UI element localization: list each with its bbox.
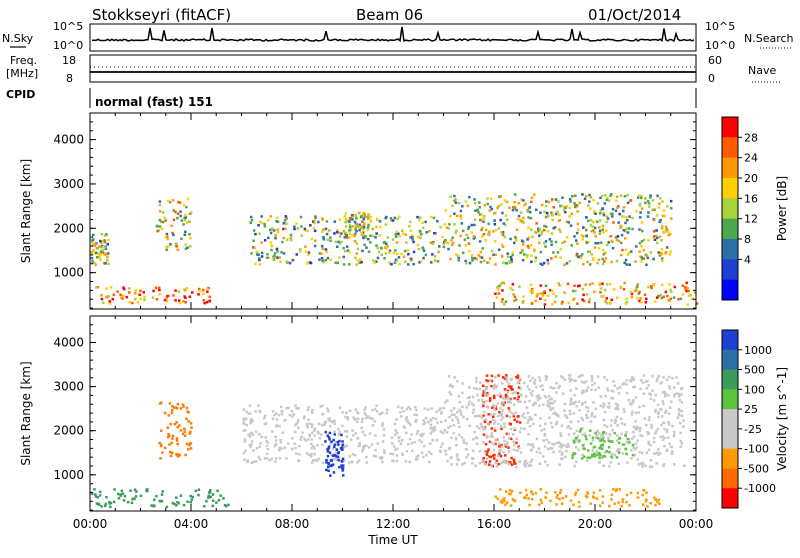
- colorbar-label: Power [dB]: [775, 176, 789, 241]
- colorbar-swatch: [722, 349, 738, 371]
- colorbar-tick-label: -500: [744, 462, 769, 475]
- colorbar-tick-label: 500: [744, 364, 765, 377]
- colorbar-tick-label: 20: [744, 172, 758, 185]
- colorbar-swatch: [722, 389, 738, 410]
- colorbar-tick-label: -1000: [744, 482, 776, 495]
- colorbar-label: Velocity [m s^-1]: [775, 367, 789, 471]
- y-tick-label: 1000: [53, 266, 84, 280]
- colorbar-swatch: [722, 239, 738, 260]
- noise-right-bottom: 10^0: [705, 39, 735, 52]
- x-axis-label: Time UT: [367, 533, 418, 547]
- colorbar-swatch: [722, 428, 738, 450]
- y-tick-label: 2000: [53, 221, 84, 235]
- echo-region: [443, 374, 686, 469]
- noise-left-top: 10^5: [53, 20, 83, 33]
- cpid-label: CPID: [6, 88, 35, 101]
- y-tick-label: 1000: [53, 468, 84, 482]
- noise-right-top: 10^5: [705, 20, 735, 33]
- echo-region: [494, 488, 661, 508]
- echo-region: [571, 428, 635, 460]
- echo-region: [494, 281, 699, 306]
- colorbar-tick-label: 28: [744, 131, 758, 144]
- freq-left-bottom: 8: [66, 72, 73, 85]
- power-panel: 1000 2000 3000 4000 Slant Range [km] 28 24 20 16…: [19, 112, 789, 310]
- colorbar-swatch: [722, 409, 738, 430]
- nsky-label: N.Sky: [2, 32, 34, 45]
- beam-title: Beam 06: [356, 6, 423, 24]
- echo-region: [242, 404, 446, 464]
- echo-region: [158, 401, 193, 460]
- y-tick-label: 3000: [53, 380, 84, 394]
- y-axis-label: Slant Range [km]: [19, 159, 33, 263]
- colorbar-tick-label: 100: [744, 383, 765, 396]
- colorbar-tick-label: 4: [744, 253, 751, 266]
- mode-strip: normal (fast) 151: [89, 88, 697, 109]
- colorbar: 1000 500 100 25 -25 -100 -500 -1000 Velocity [m …: [721, 329, 789, 509]
- colorbar-swatch: [722, 279, 738, 301]
- y-tick-label: 2000: [53, 424, 84, 438]
- echo-region: [90, 233, 110, 267]
- echo-region: [249, 215, 446, 266]
- colorbar-tick-label: -100: [744, 443, 769, 456]
- colorbar-swatch: [722, 117, 738, 138]
- y-axis-label: Slant Range [km]: [19, 361, 33, 465]
- echo-region: [443, 193, 673, 267]
- echo-region: [155, 197, 193, 252]
- colorbar-swatch: [722, 259, 738, 281]
- x-tick-label: 00:00: [679, 517, 714, 531]
- colorbar-tick-label: 1000: [744, 344, 772, 357]
- freq-left-top: 18: [62, 54, 76, 67]
- velocity-panel: 1000 2000 3000 4000 00:00 04:00 08:00 12:00 16:0…: [19, 315, 789, 547]
- x-tick-label: 08:00: [275, 517, 310, 531]
- freq-right-top: 60: [708, 54, 722, 67]
- colorbar-tick-label: 24: [744, 152, 758, 165]
- x-tick-label: 00:00: [73, 517, 108, 531]
- colorbar: 28 24 20 16 12 8 4 Power [dB]: [721, 116, 789, 301]
- echo-region: [95, 286, 212, 305]
- colorbar-tick-label: 8: [744, 233, 751, 246]
- colorbar-swatch: [722, 198, 738, 220]
- colorbar-swatch: [722, 468, 738, 489]
- colorbar-swatch: [722, 157, 738, 179]
- colorbar-swatch: [722, 137, 738, 159]
- colorbar-swatch: [722, 448, 738, 469]
- colorbar-tick-label: -25: [744, 423, 762, 436]
- station-title: Stokkseyri (fitACF): [92, 6, 231, 24]
- freq-panel: Freq. [MHz] CPID 18 8 60 0 Nave: [6, 54, 780, 101]
- colorbar-tick-label: 25: [744, 403, 758, 416]
- x-tick-label: 20:00: [578, 517, 613, 531]
- noise-panel: N.Sky 10^5 10^0 10^5 10^0 N.Search: [2, 20, 794, 52]
- colorbar-swatch: [722, 218, 738, 240]
- mhz-label: [MHz]: [6, 67, 38, 80]
- echo-region: [324, 430, 345, 477]
- freq-label: Freq.: [10, 54, 37, 67]
- nave-label: Nave: [748, 64, 776, 77]
- y-tick-label: 4000: [53, 335, 84, 349]
- echo-region: [342, 211, 371, 240]
- mode-label: normal (fast) 151: [95, 95, 213, 109]
- freq-right-bottom: 0: [708, 72, 715, 85]
- nsearch-label: N.Search: [744, 32, 794, 45]
- x-tick-label: 12:00: [376, 517, 411, 531]
- echo-region: [90, 488, 230, 509]
- x-tick-label: 04:00: [174, 517, 209, 531]
- date-title: 01/Oct/2014: [588, 6, 681, 24]
- noise-left-bottom: 10^0: [53, 39, 83, 52]
- colorbar-swatch: [722, 488, 738, 509]
- colorbar-swatch: [722, 178, 738, 199]
- colorbar-swatch: [722, 330, 738, 351]
- x-tick-label: 16:00: [477, 517, 512, 531]
- y-tick-label: 4000: [53, 133, 84, 147]
- colorbar-tick-label: 12: [744, 213, 758, 226]
- y-tick-label: 3000: [53, 177, 84, 191]
- colorbar-tick-label: 16: [744, 192, 758, 205]
- colorbar-swatch: [722, 369, 738, 390]
